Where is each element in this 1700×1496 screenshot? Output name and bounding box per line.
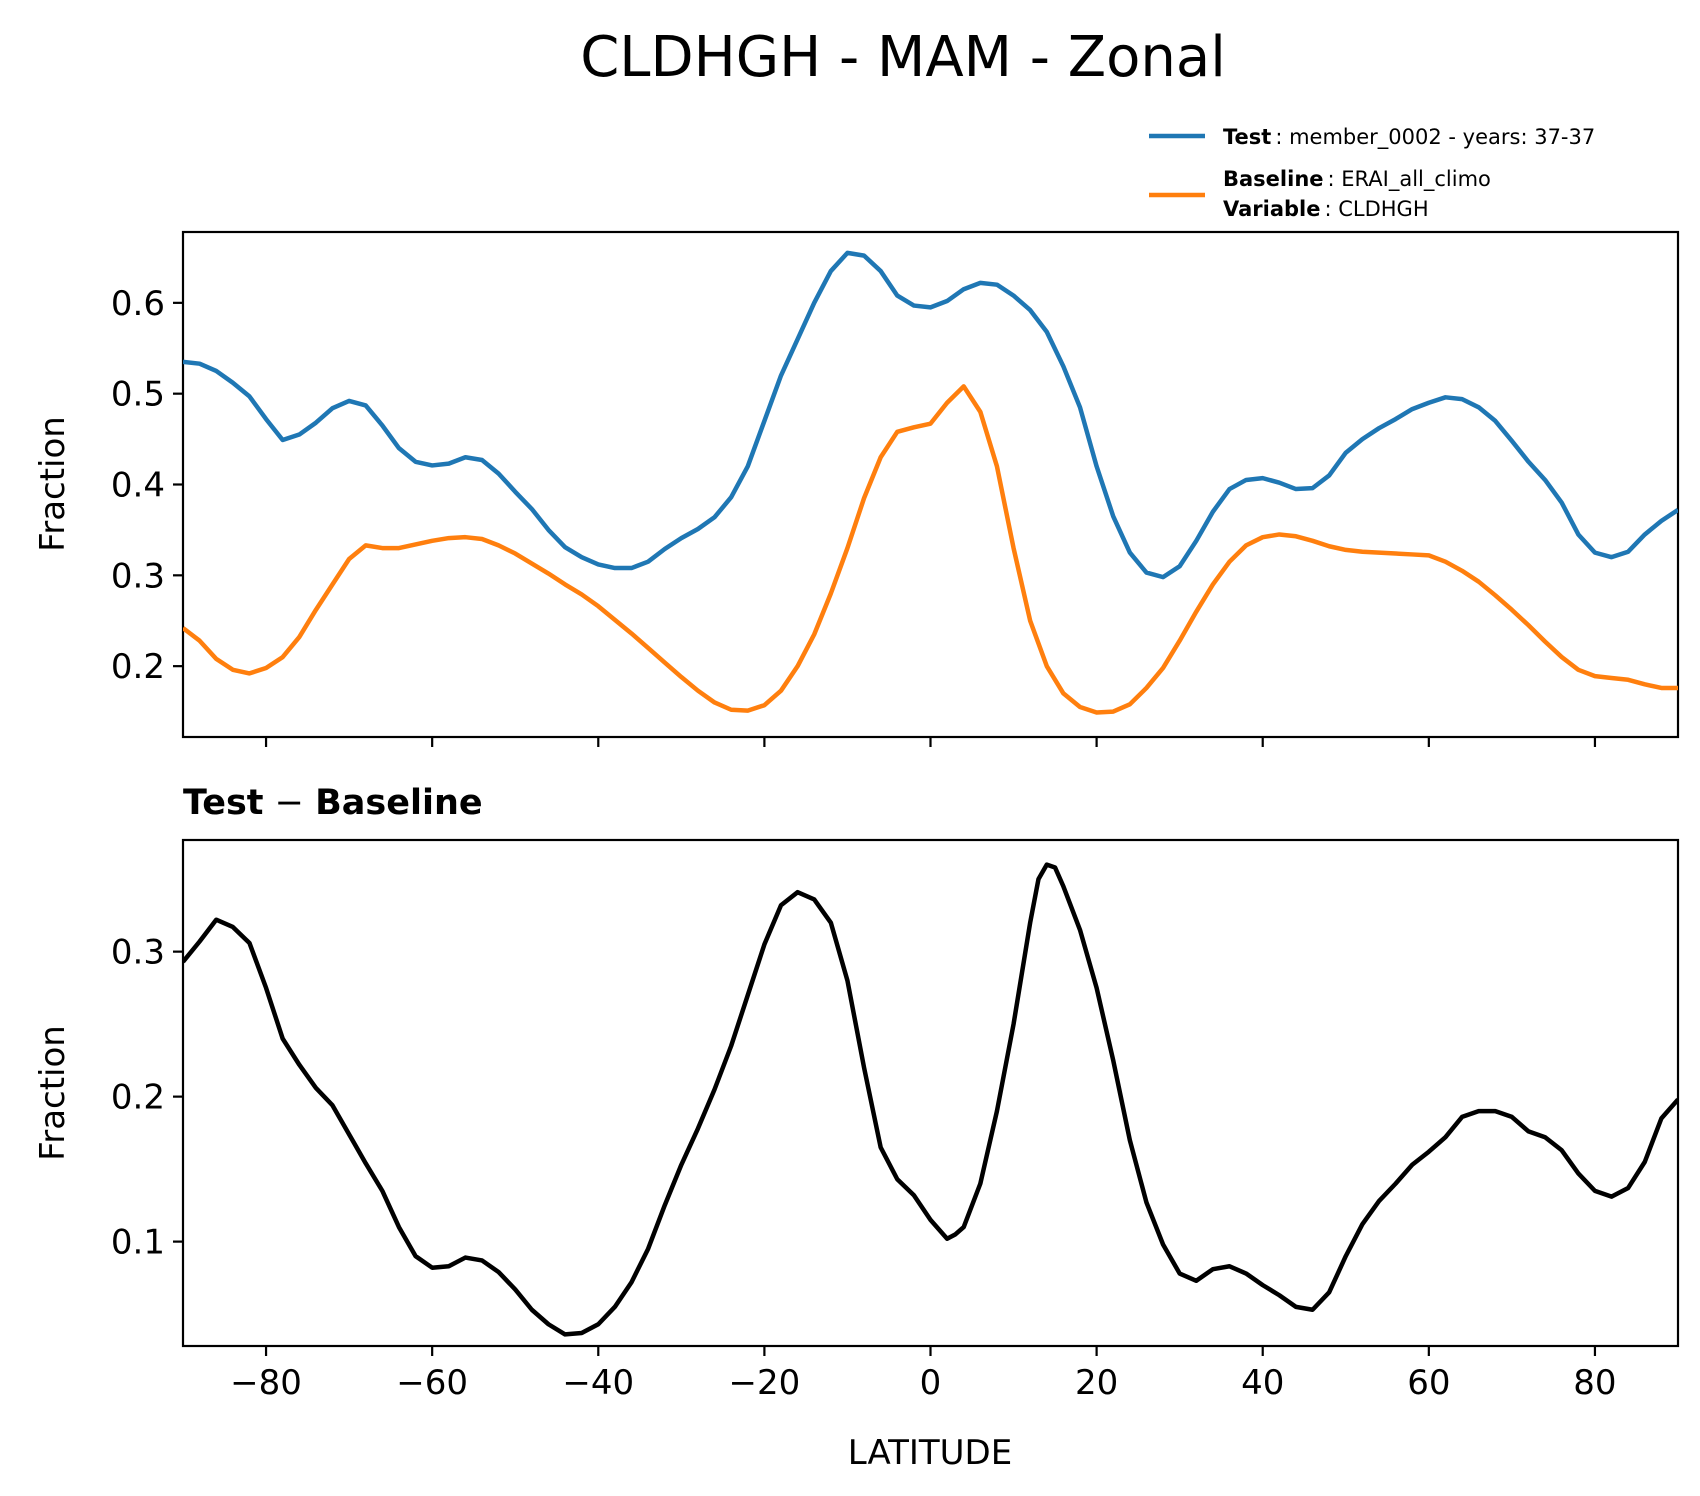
bottom-xtick-label: −60 xyxy=(396,1363,468,1403)
bottom-xtick-label: 80 xyxy=(1573,1363,1616,1403)
diff-title: Test − Baseline xyxy=(183,783,483,823)
diff-title-op: − xyxy=(264,783,316,823)
legend: Test: member_0002 - years: 37-37 Baselin… xyxy=(1149,125,1595,221)
bottom-xtick-label: −40 xyxy=(562,1363,634,1403)
top-ytick-label: 0.2 xyxy=(111,647,165,687)
top-baseline-line xyxy=(183,384,1678,715)
legend-baseline-value: : ERAI_all_climo xyxy=(1328,167,1491,192)
top-ytick-label: 0.4 xyxy=(111,466,165,506)
top-axes: Fraction 0.2 0.3 0.4 0.5 0.6 xyxy=(33,230,1680,747)
legend-variable-value: : CLDHGH xyxy=(1324,197,1428,221)
bottom-ytick-label: 0.3 xyxy=(111,933,165,973)
top-series xyxy=(183,250,1678,715)
bottom-ytick-label: 0.2 xyxy=(111,1078,165,1118)
bottom-xlabel: LATITUDE xyxy=(848,1433,1012,1473)
bottom-series xyxy=(183,862,1678,1337)
legend-variable-key: Variable xyxy=(1223,197,1320,221)
legend-baseline-key: Baseline xyxy=(1223,167,1324,191)
top-test-line xyxy=(183,250,1678,580)
bottom-xtick-label: 0 xyxy=(920,1363,942,1403)
bottom-xtick-label: −80 xyxy=(230,1363,302,1403)
top-yticks: 0.2 0.3 0.4 0.5 0.6 xyxy=(111,284,183,687)
legend-test-key: Test xyxy=(1223,125,1271,149)
figure-title: CLDHGH - MAM - Zonal xyxy=(580,25,1226,90)
legend-baseline-label: Baseline: ERAI_all_climo xyxy=(1223,167,1491,192)
top-ytick-label: 0.6 xyxy=(111,284,165,324)
bottom-diff-line xyxy=(183,862,1678,1337)
bottom-xtick-label: 20 xyxy=(1075,1363,1118,1403)
bottom-yticks: 0.1 0.2 0.3 xyxy=(111,933,183,1263)
bottom-xtick-label: 40 xyxy=(1241,1363,1284,1403)
legend-test-value: : member_0002 - years: 37-37 xyxy=(1275,125,1595,150)
legend-test-label: Test: member_0002 - years: 37-37 xyxy=(1223,125,1595,150)
diff-title-right: Baseline xyxy=(315,783,483,823)
top-xticks xyxy=(264,737,1597,747)
bottom-xtick-label: −20 xyxy=(729,1363,801,1403)
top-ytick-label: 0.5 xyxy=(111,375,165,415)
bottom-xtick-label: 60 xyxy=(1407,1363,1450,1403)
bottom-axes-frame xyxy=(181,838,1680,1348)
legend-variable-label: Variable: CLDHGH xyxy=(1223,197,1429,221)
bottom-xticks: −80 −60 −40 −20 0 20 40 60 80 xyxy=(230,1346,1617,1403)
bottom-ylabel: Fraction xyxy=(33,1025,73,1161)
bottom-axes: Test − Baseline Fraction LATITUDE 0.1 0.2… xyxy=(33,783,1680,1473)
top-ylabel: Fraction xyxy=(33,416,73,552)
top-ytick-label: 0.3 xyxy=(111,556,165,596)
diff-title-left: Test xyxy=(183,783,264,823)
bottom-ytick-label: 0.1 xyxy=(111,1223,165,1263)
